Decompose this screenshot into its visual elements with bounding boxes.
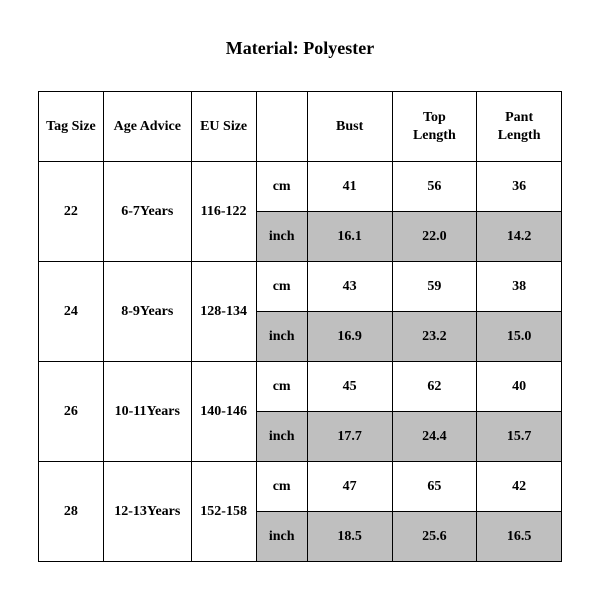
cell-pant-len: 38 [477, 262, 562, 312]
cell-unit: inch [256, 412, 307, 462]
cell-pant-len: 15.7 [477, 412, 562, 462]
cell-pant-len: 36 [477, 162, 562, 212]
cell-top-len: 62 [392, 362, 477, 412]
cell-age-advice: 12-13Years [103, 462, 191, 562]
cell-top-len: 65 [392, 462, 477, 512]
col-header-pant-length: PantLength [477, 92, 562, 162]
cell-top-len: 22.0 [392, 212, 477, 262]
size-table-body: 226-7Years116-122cm415636inch16.122.014.… [39, 162, 562, 562]
cell-unit: cm [256, 262, 307, 312]
col-header-unit [256, 92, 307, 162]
cell-pant-len: 16.5 [477, 512, 562, 562]
cell-pant-len: 15.0 [477, 312, 562, 362]
cell-top-len: 56 [392, 162, 477, 212]
cell-bust: 16.9 [307, 312, 392, 362]
size-table-head: Tag Size Age Advice EU Size Bust TopLeng… [39, 92, 562, 162]
table-row: 248-9Years128-134cm435938 [39, 262, 562, 312]
cell-tag-size: 24 [39, 262, 104, 362]
cell-age-advice: 8-9Years [103, 262, 191, 362]
cell-top-len: 59 [392, 262, 477, 312]
col-header-top-length: TopLength [392, 92, 477, 162]
cell-bust: 17.7 [307, 412, 392, 462]
table-row: 2610-11Years140-146cm456240 [39, 362, 562, 412]
cell-eu-size: 128-134 [191, 262, 256, 362]
page-title: Material: Polyester [0, 0, 600, 91]
cell-eu-size: 116-122 [191, 162, 256, 262]
cell-unit: cm [256, 162, 307, 212]
cell-pant-len: 42 [477, 462, 562, 512]
cell-bust: 43 [307, 262, 392, 312]
cell-bust: 41 [307, 162, 392, 212]
cell-unit: inch [256, 212, 307, 262]
cell-eu-size: 140-146 [191, 362, 256, 462]
cell-bust: 18.5 [307, 512, 392, 562]
cell-top-len: 23.2 [392, 312, 477, 362]
col-header-tag-size: Tag Size [39, 92, 104, 162]
size-table-container: Tag Size Age Advice EU Size Bust TopLeng… [0, 91, 600, 562]
cell-age-advice: 10-11Years [103, 362, 191, 462]
cell-bust: 16.1 [307, 212, 392, 262]
col-header-age-advice: Age Advice [103, 92, 191, 162]
cell-eu-size: 152-158 [191, 462, 256, 562]
cell-top-len: 24.4 [392, 412, 477, 462]
cell-pant-len: 40 [477, 362, 562, 412]
cell-unit: cm [256, 362, 307, 412]
table-row: 226-7Years116-122cm415636 [39, 162, 562, 212]
col-header-eu-size: EU Size [191, 92, 256, 162]
table-row: 2812-13Years152-158cm476542 [39, 462, 562, 512]
cell-tag-size: 22 [39, 162, 104, 262]
cell-top-len: 25.6 [392, 512, 477, 562]
cell-tag-size: 26 [39, 362, 104, 462]
cell-unit: inch [256, 512, 307, 562]
cell-pant-len: 14.2 [477, 212, 562, 262]
cell-unit: cm [256, 462, 307, 512]
cell-age-advice: 6-7Years [103, 162, 191, 262]
size-table: Tag Size Age Advice EU Size Bust TopLeng… [38, 91, 562, 562]
cell-bust: 45 [307, 362, 392, 412]
cell-tag-size: 28 [39, 462, 104, 562]
col-header-bust: Bust [307, 92, 392, 162]
cell-unit: inch [256, 312, 307, 362]
cell-bust: 47 [307, 462, 392, 512]
